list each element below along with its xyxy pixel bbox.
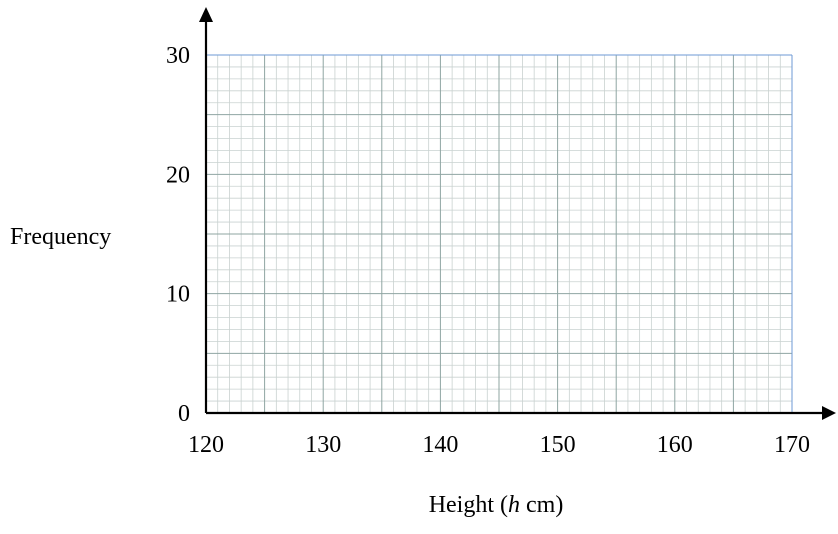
x-axis-arrowhead (822, 406, 836, 420)
y-tick-label: 10 (166, 282, 190, 308)
x-tick-label: 150 (540, 432, 576, 458)
y-tick-label: 30 (166, 43, 190, 69)
y-tick-label: 0 (178, 401, 190, 427)
x-tick-label: 120 (188, 432, 224, 458)
y-axis-arrowhead (199, 7, 213, 22)
axes (199, 7, 836, 420)
x-axis-label-variable: h (508, 492, 520, 518)
x-axis-label: Height (h cm) (429, 492, 564, 518)
y-tick-label: 20 (166, 162, 190, 188)
x-tick-label: 160 (657, 432, 693, 458)
x-axis-label-end: cm) (520, 492, 563, 518)
x-tick-label: 130 (305, 432, 341, 458)
y-axis-label: Frequency (10, 224, 111, 250)
x-tick-label: 170 (774, 432, 810, 458)
x-tick-label: 140 (422, 432, 458, 458)
x-axis-label-start: Height ( (429, 492, 508, 518)
x-tick-labels: 120 130 140 150 160 170 (188, 432, 810, 458)
y-tick-labels: 0 10 20 30 (166, 43, 190, 427)
grid-major-lines (205, 54, 793, 414)
